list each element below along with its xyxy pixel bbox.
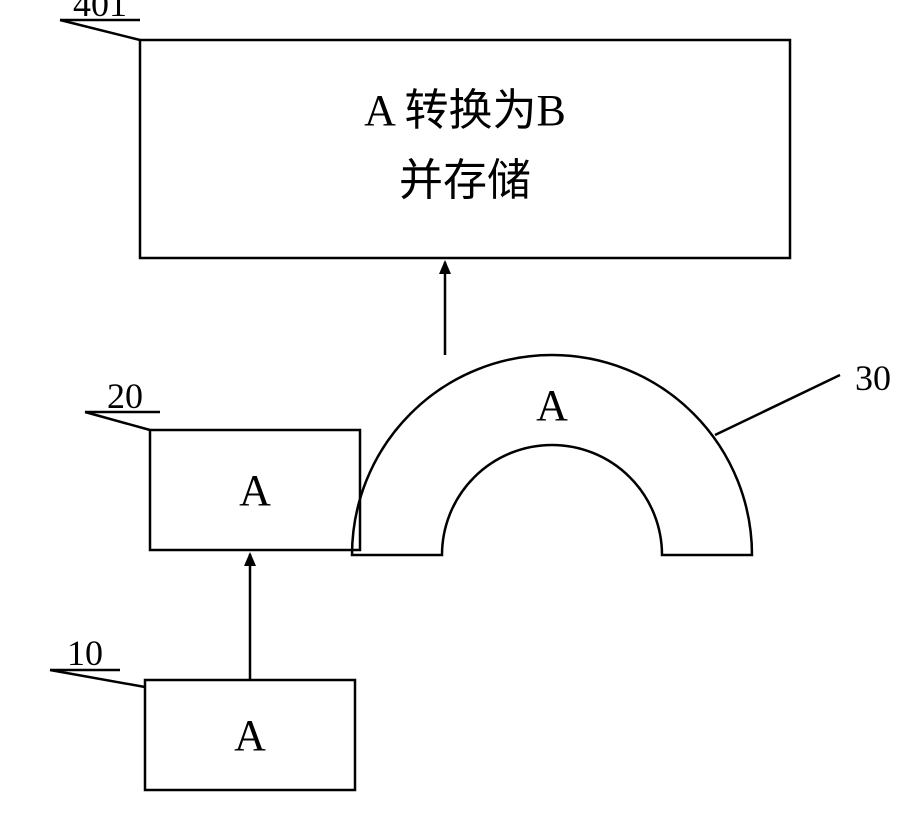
box-10: A 10	[50, 633, 355, 790]
box-401-label: 401	[73, 0, 127, 24]
box-20: A 20	[85, 376, 360, 550]
arc-30-leader	[715, 375, 840, 435]
box-20-text: A	[239, 466, 271, 515]
arc-30: A 30	[352, 355, 891, 555]
box-10-label: 10	[67, 633, 103, 673]
box-401-line2: 并存储	[399, 156, 531, 205]
box-401-rect	[140, 40, 790, 258]
arc-30-text: A	[536, 381, 568, 430]
box-401-line1: A 转换为B	[364, 86, 566, 135]
box-20-label: 20	[107, 376, 143, 416]
diagram-canvas: A 转换为B 并存储 401 A 30 A 20 A 10	[0, 0, 918, 814]
box-401: A 转换为B 并存储 401	[60, 0, 790, 258]
arc-30-label: 30	[855, 358, 891, 398]
box-10-text: A	[234, 711, 266, 760]
